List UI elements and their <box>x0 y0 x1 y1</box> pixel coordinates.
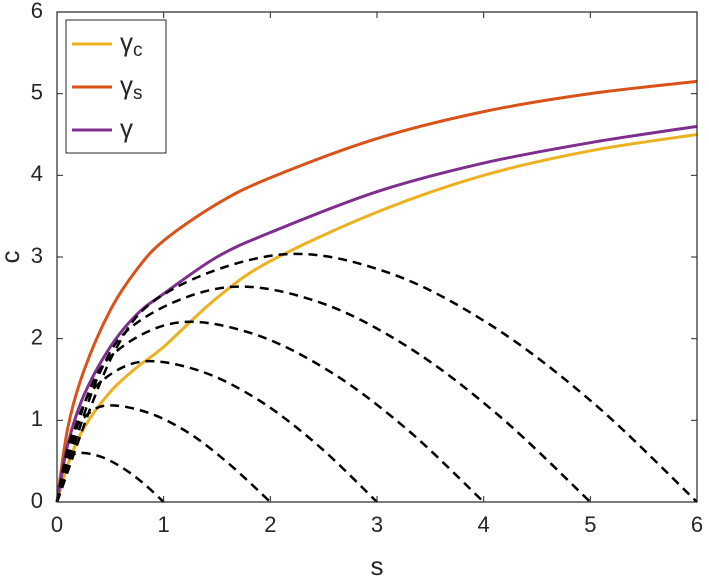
y-tick-label: 5 <box>31 79 43 104</box>
dashed-line <box>55 252 698 503</box>
y-tick-label: 2 <box>31 324 43 349</box>
x-axis-label: s <box>371 551 384 581</box>
legend-label: γ <box>120 113 133 143</box>
x-tick-label: 0 <box>51 512 63 537</box>
dashed-line <box>55 404 272 503</box>
legend-label: γs <box>120 70 143 104</box>
dashed-line <box>55 359 378 503</box>
x-tick-label: 3 <box>371 512 383 537</box>
legend-label: γc <box>120 27 143 61</box>
x-tick-label: 4 <box>478 512 490 537</box>
y-tick-label: 6 <box>31 0 43 23</box>
dashed-line <box>55 285 592 503</box>
dashed-line <box>55 320 485 503</box>
y-tick-label: 4 <box>31 161 43 186</box>
x-tick-label: 2 <box>264 512 276 537</box>
x-tick-label: 6 <box>691 512 703 537</box>
series-line <box>55 79 698 503</box>
x-tick-label: 5 <box>584 512 596 537</box>
series-line <box>55 124 698 503</box>
y-tick-label: 1 <box>31 406 43 431</box>
y-tick-label: 0 <box>31 488 43 513</box>
y-axis-label: c <box>0 251 25 264</box>
x-tick-label: 1 <box>158 512 170 537</box>
series-line <box>55 133 698 503</box>
y-tick-label: 3 <box>31 243 43 268</box>
